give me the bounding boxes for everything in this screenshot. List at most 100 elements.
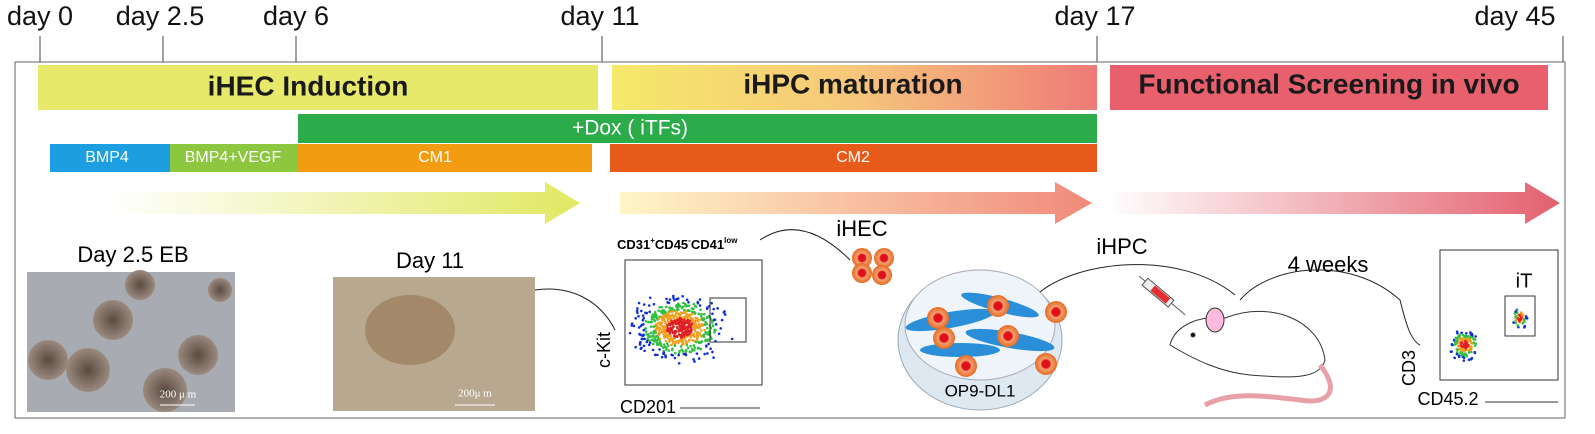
- event-dot: [681, 340, 684, 344]
- event-dot: [697, 322, 701, 326]
- frame: [14, 61, 1566, 419]
- connector: [759, 229, 851, 261]
- event-dot: [643, 337, 646, 341]
- event-dot: [648, 341, 652, 344]
- event-dot: [661, 324, 665, 328]
- event-dot: [1516, 317, 1520, 320]
- event-dot: [1521, 321, 1525, 325]
- event-dot: [688, 332, 691, 336]
- event-dot: [668, 306, 671, 310]
- event-dot: [690, 312, 694, 316]
- event-dot: [661, 309, 664, 312]
- event-dot: [671, 314, 674, 318]
- event-dot: [1464, 342, 1468, 346]
- event-dot: [1470, 333, 1474, 337]
- event-dot: [699, 308, 702, 312]
- event-dot: [667, 349, 671, 352]
- event-dot: [655, 328, 658, 332]
- event-dot: [690, 322, 694, 326]
- event-dot: [671, 342, 675, 345]
- event-dot: [656, 336, 660, 339]
- event-dot: [659, 344, 663, 348]
- event-dot: [1468, 338, 1472, 342]
- event-dot: [651, 342, 655, 346]
- event-dot: [1461, 347, 1465, 351]
- cell-label: iHPC: [1096, 234, 1147, 259]
- event-dot: [649, 325, 653, 328]
- event-dot: [1462, 356, 1466, 360]
- event-dot: [668, 337, 672, 341]
- event-dot: [1469, 336, 1472, 339]
- event-dot: [716, 307, 719, 310]
- axis-label: CD3: [1399, 350, 1419, 386]
- event-dot: [668, 340, 671, 343]
- event-dot: [1462, 337, 1465, 341]
- event-dot: [1467, 358, 1471, 361]
- event-dot: [710, 321, 714, 324]
- arrow: [620, 182, 1092, 224]
- event-dot: [676, 340, 680, 343]
- event-dot: [674, 322, 678, 326]
- event-dot: [1463, 335, 1467, 338]
- day-label: day 6: [263, 1, 329, 31]
- event-dot: [682, 301, 685, 305]
- event-dot: [720, 318, 724, 322]
- event-dot: [660, 355, 664, 359]
- event-dot: [668, 314, 671, 318]
- event-dot: [1456, 344, 1460, 348]
- cell-label: iHEC: [836, 216, 887, 241]
- event-dot: [649, 331, 653, 335]
- event-dot: [689, 328, 693, 332]
- event-dot: [696, 320, 700, 323]
- event-dot: [658, 348, 661, 351]
- event-dot: [677, 305, 681, 308]
- event-dot: [693, 346, 697, 350]
- event-dot: [630, 324, 634, 327]
- event-dot: [654, 323, 658, 326]
- event-dot: [647, 304, 651, 307]
- event-dot: [640, 309, 643, 313]
- event-dot: [652, 332, 655, 335]
- event-dot: [712, 356, 715, 359]
- event-dot: [1459, 344, 1463, 347]
- event-dot: [671, 309, 675, 313]
- event-dot: [680, 336, 683, 339]
- dox-label: +Dox ( iTFs): [572, 117, 688, 140]
- media-label: BMP4: [85, 149, 129, 166]
- event-dot: [648, 296, 652, 300]
- event-dot: [662, 343, 666, 346]
- phase-bar: [1110, 65, 1548, 110]
- event-dot: [693, 348, 696, 352]
- event-dot: [1473, 344, 1477, 347]
- day-label: day 17: [1054, 1, 1135, 31]
- event-dot: [690, 347, 694, 351]
- event-dot: [704, 339, 707, 343]
- event-dot: [658, 337, 662, 341]
- event-dot: [674, 335, 677, 338]
- event-dot: [686, 346, 690, 350]
- event-dot: [1523, 320, 1526, 323]
- event-dot: [652, 302, 656, 306]
- event-dot: [654, 313, 657, 316]
- event-dot: [683, 336, 687, 340]
- event-dot: [664, 339, 668, 343]
- event-dot: [1453, 356, 1456, 360]
- event-dot: [671, 337, 675, 341]
- cell-cluster: [852, 248, 894, 285]
- event-dot: [730, 337, 734, 341]
- event-dot: [646, 337, 650, 340]
- event-dot: [714, 323, 718, 326]
- event-dot: [688, 350, 692, 354]
- event-dot: [697, 340, 701, 344]
- event-dot: [705, 307, 709, 311]
- event-dot: [1458, 335, 1461, 338]
- dox-bar: [298, 114, 1097, 143]
- event-dot: [1514, 321, 1518, 325]
- event-dot: [694, 340, 698, 344]
- event-dot: [1461, 333, 1465, 337]
- event-dot: [650, 338, 654, 342]
- event-dot: [687, 324, 691, 327]
- day-label: day 2.5: [116, 1, 205, 31]
- event-dot: [662, 333, 666, 336]
- event-dot: [651, 348, 655, 352]
